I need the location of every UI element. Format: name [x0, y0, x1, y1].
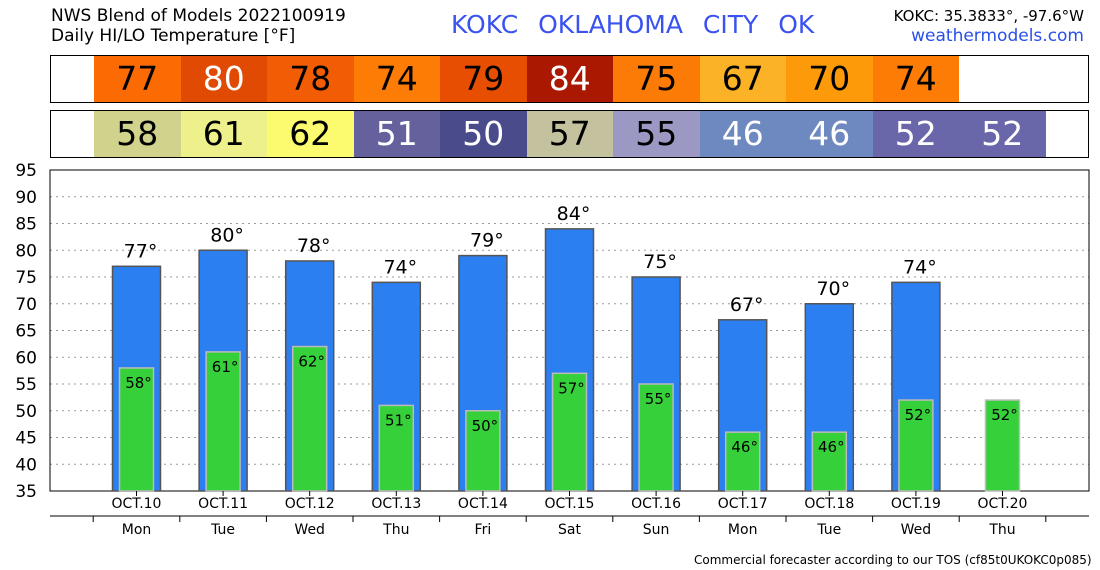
hi-cell: 67 — [699, 56, 786, 102]
high-temperature-strip: 77 80 78 74 79 84 75 67 70 74 — [50, 55, 1089, 103]
low-bar — [811, 431, 848, 492]
lo-cell: 62 — [267, 111, 354, 157]
low-bar-label: 61° — [212, 358, 239, 376]
variable-title: Daily HI/LO Temperature [°F] — [51, 26, 296, 46]
y-tick-label: 55 — [15, 375, 37, 395]
weekday-label: Fri — [475, 522, 492, 538]
high-bar-label: 77° — [124, 240, 158, 262]
hi-cell: 74 — [872, 56, 959, 102]
low-bar — [898, 399, 934, 492]
x-tick-label: OCT.11 — [198, 496, 248, 512]
low-bar-label: 55° — [645, 390, 672, 408]
hi-cell: 78 — [267, 56, 354, 102]
low-bar-label: 52° — [905, 406, 932, 424]
high-bar-label: 80° — [210, 224, 244, 246]
lo-cell: 58 — [94, 111, 181, 157]
footer-note: Commercial forecaster according to our T… — [694, 553, 1092, 567]
lo-cell: 51 — [353, 111, 440, 157]
low-bar-label: 46° — [731, 438, 758, 456]
y-tick-label: 95 — [15, 161, 37, 181]
low-temperature-strip: 58 61 62 51 50 57 55 46 46 52 52 — [50, 110, 1089, 158]
y-tick-label: 90 — [15, 188, 37, 208]
x-tick-label: OCT.19 — [891, 496, 941, 512]
weekday-label: Thu — [382, 522, 409, 538]
y-tick-label: 50 — [15, 402, 37, 422]
hi-cell: 75 — [613, 56, 700, 102]
x-tick-label: OCT.20 — [978, 496, 1028, 512]
y-tick-label: 60 — [15, 348, 37, 368]
y-tick-label: 75 — [15, 268, 37, 288]
low-bar — [291, 345, 328, 492]
y-tick-label: 45 — [15, 429, 37, 449]
lo-cell: 55 — [613, 111, 700, 157]
hi-cell: 74 — [353, 56, 440, 102]
lo-cell: 46 — [699, 111, 786, 157]
lo-cell: 52 — [872, 111, 959, 157]
low-bar-label: 46° — [818, 438, 845, 456]
y-tick-label: 85 — [15, 215, 37, 235]
x-tick-label: OCT.15 — [545, 496, 595, 512]
x-tick-label: OCT.18 — [804, 496, 854, 512]
hi-cell: 80 — [180, 56, 267, 102]
lo-cell: 57 — [526, 111, 613, 157]
weekday-label: Sat — [558, 522, 581, 538]
x-tick-label: OCT.14 — [458, 496, 508, 512]
low-bar-label: 58° — [125, 374, 152, 392]
weekday-label: Wed — [294, 522, 325, 538]
model-title: NWS Blend of Models 2022100919 — [51, 6, 346, 26]
lo-cell: 52 — [959, 111, 1046, 157]
y-tick-label: 40 — [15, 455, 37, 475]
x-tick-label: OCT.12 — [285, 496, 335, 512]
x-tick-label: OCT.10 — [112, 496, 162, 512]
high-bar-label: 78° — [297, 235, 331, 257]
low-bar-label: 52° — [991, 406, 1018, 424]
high-bar-label: 67° — [730, 294, 764, 316]
low-bar — [205, 351, 241, 492]
x-tick-label: OCT.17 — [718, 496, 768, 512]
station-title: KOKC OKLAHOMA CITY OK — [451, 10, 815, 39]
weekday-label: Sun — [643, 522, 670, 538]
weekday-label: Tue — [210, 522, 235, 538]
high-bar-label: 74° — [903, 256, 937, 278]
low-bar — [724, 431, 761, 492]
low-bar — [638, 383, 674, 492]
high-bar-label: 74° — [383, 256, 417, 278]
weekday-label: Mon — [122, 522, 152, 538]
website-link[interactable]: weathermodels.com — [911, 26, 1084, 46]
low-bar-label: 57° — [558, 379, 585, 397]
x-tick-label: OCT.16 — [631, 496, 681, 512]
hi-cell: 70 — [786, 56, 873, 102]
y-tick-label: 80 — [15, 241, 37, 261]
high-bar-label: 75° — [643, 251, 677, 273]
y-tick-label: 35 — [15, 482, 37, 502]
low-bar-label: 51° — [385, 411, 412, 429]
low-bar — [378, 404, 415, 492]
high-bar-label: 70° — [816, 278, 850, 300]
lo-cell: 46 — [786, 111, 873, 157]
lo-cell: 50 — [440, 111, 527, 157]
high-bar-label: 79° — [470, 230, 504, 252]
low-bar — [118, 367, 155, 492]
low-bar — [551, 372, 588, 492]
low-bar-label: 50° — [472, 417, 499, 435]
hi-cell: 77 — [94, 56, 181, 102]
lo-cell: 61 — [180, 111, 267, 157]
weekday-label: Mon — [728, 522, 758, 538]
high-bar-label: 84° — [557, 203, 591, 225]
weekday-label: Thu — [988, 522, 1015, 538]
hi-cell: 84 — [526, 56, 613, 102]
low-bar — [465, 410, 501, 492]
low-bar — [984, 399, 1021, 492]
y-tick-label: 65 — [15, 322, 37, 342]
weekday-label: Tue — [816, 522, 841, 538]
x-tick-label: OCT.13 — [371, 496, 421, 512]
low-bar-label: 62° — [298, 353, 325, 371]
weekday-label: Wed — [901, 522, 932, 538]
station-coordinates: KOKC: 35.3833°, -97.6°W — [893, 7, 1084, 25]
hi-cell: 79 — [440, 56, 527, 102]
y-tick-label: 70 — [15, 295, 37, 315]
